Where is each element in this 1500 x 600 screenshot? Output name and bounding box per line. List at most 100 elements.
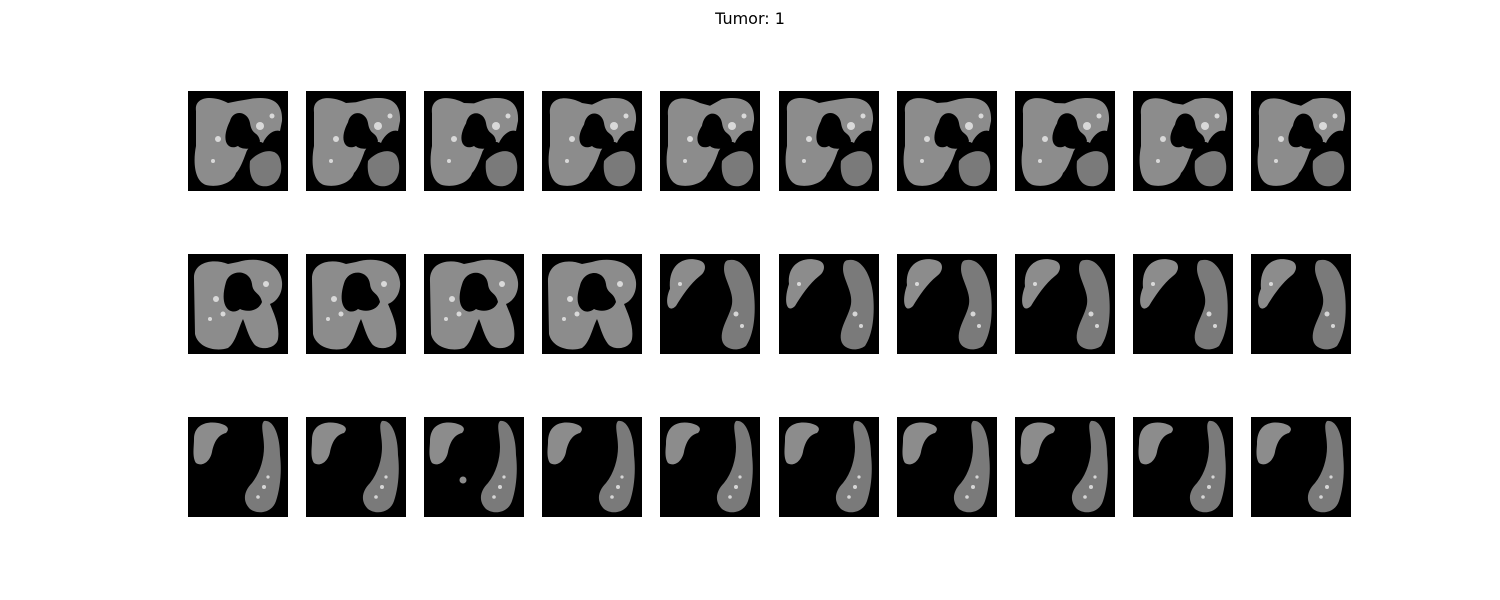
vessel-highlight [1325,485,1329,489]
ct-slice-image [1133,417,1233,517]
vessel-highlight [617,281,623,287]
lung-region [598,420,635,513]
lung-region [603,151,636,187]
vessel-highlight [738,475,742,479]
ct-slice-image [1251,254,1351,354]
vessel-highlight [1201,122,1209,130]
lung-region [1256,422,1291,465]
vessel-highlight [444,317,448,321]
vessel-highlight [505,113,511,119]
vessel-highlight [806,136,812,142]
vessel-highlight [262,485,266,489]
vessel-highlight [1214,113,1220,119]
vessel-highlight [492,122,500,130]
ct-slice-image [424,417,524,517]
ct-slice-image [660,91,760,191]
vessel-highlight [1156,159,1160,163]
vessel-highlight [502,475,506,479]
vessel-highlight [574,311,580,317]
vessel-highlight [1083,495,1087,499]
vessel-highlight [447,159,451,163]
lung-region [1194,259,1228,350]
ct-slice-image [188,91,288,191]
vessel-highlight [1278,136,1284,142]
lung-region [902,422,937,465]
vessel-highlight [1033,282,1037,286]
lung-segmentation-graphic [430,97,519,187]
vessel-highlight [616,485,620,489]
vessel-highlight [1038,159,1042,163]
lung-segmentation-graphic [1022,259,1110,350]
ct-slice-image [542,91,642,191]
vessel-highlight [1319,122,1327,130]
vessel-highlight [208,317,212,321]
ct-slice-image [1015,417,1115,517]
lung-segmentation-graphic [548,97,637,187]
lung-segmentation-graphic [1140,259,1228,350]
lung-segmentation-graphic [665,420,753,513]
vessel-highlight [920,159,924,163]
lung-segmentation-graphic [429,259,519,350]
mediastinum-region [934,113,969,149]
lung-region [716,420,753,513]
lung-region [429,422,464,465]
vessel-highlight [965,495,969,499]
vessel-highlight [1324,311,1330,317]
vessel-highlight [456,311,462,317]
vessel-highlight [678,282,682,286]
lung-segmentation-graphic [1020,420,1108,513]
vessel-highlight [623,113,629,119]
lung-region [835,420,872,513]
lung-region [667,259,705,309]
vessel-highlight [610,122,618,130]
vessel-highlight [374,495,378,499]
vessel-highlight [847,122,855,130]
lung-region [1258,259,1296,309]
vessel-highlight [915,282,919,286]
mediastinum-region [459,272,498,312]
mediastinum-region [1288,113,1323,149]
vessel-highlight [971,485,975,489]
mediastinum-region [225,112,260,149]
vessel-highlight [847,495,851,499]
lung-region [721,151,754,187]
lung-segmentation-graphic [1139,97,1228,187]
vessel-highlight [215,136,221,142]
ct-slice-image [188,417,288,517]
vessel-highlight [256,122,264,130]
mediastinum-region [697,113,732,149]
lung-segmentation-graphic [312,97,401,187]
vessel-highlight [499,281,505,287]
vessel-highlight [1151,282,1155,286]
vessel-highlight [1213,324,1217,328]
vessel-highlight [380,485,384,489]
lung-region [840,151,873,187]
lung-segmentation-graphic [784,420,872,513]
lung-region [1076,259,1110,350]
lung-segmentation-graphic [1138,420,1226,513]
vessel-highlight [740,324,744,328]
lung-region [1076,151,1109,187]
lung-region [244,420,281,513]
vessel-highlight [565,159,569,163]
lung-segmentation-graphic [1021,97,1110,187]
vessel-highlight [562,317,566,321]
vessel-highlight [449,296,455,302]
vessel-highlight [857,475,861,479]
lung-segmentation-graphic [1258,259,1346,350]
vessel-highlight [381,281,387,287]
vessel-highlight [977,324,981,328]
vessel-highlight [266,475,270,479]
lung-segmentation-graphic [904,259,992,350]
vessel-highlight [802,159,806,163]
ct-slice-image [188,254,288,354]
lung-region [485,151,518,187]
ct-slice-image [306,254,406,354]
vessel-highlight [860,113,866,119]
vessel-highlight [451,136,457,142]
vessel-highlight [333,136,339,142]
vessel-highlight [213,296,219,302]
vessel-highlight [569,136,575,142]
ct-slice-image [306,91,406,191]
lung-region [904,259,942,309]
